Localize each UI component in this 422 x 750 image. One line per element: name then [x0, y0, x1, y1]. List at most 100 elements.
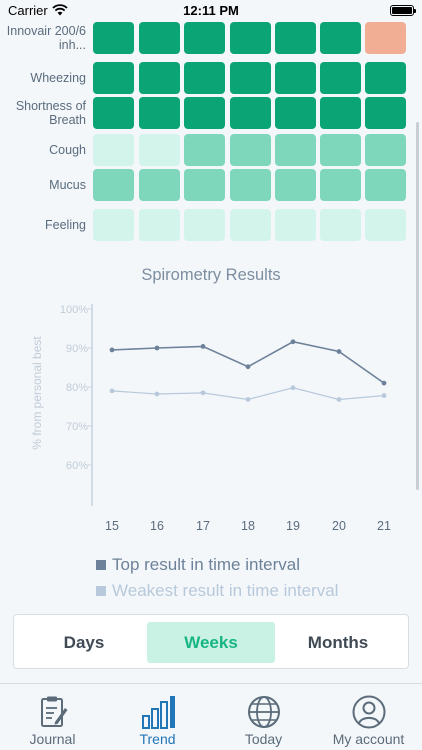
weeks-button[interactable]: Weeks [147, 622, 275, 663]
heatmap-cell[interactable] [230, 169, 271, 201]
heatmap-cell[interactable] [320, 22, 361, 54]
series-line [111, 340, 385, 384]
data-point [290, 385, 296, 391]
heatmap-cell[interactable] [139, 22, 180, 54]
y-tick-label: 90% [66, 343, 88, 355]
heatmap-row: Shortness of Breath [0, 97, 410, 129]
data-point [154, 391, 160, 397]
heatmap-cell[interactable] [230, 209, 271, 241]
y-tick-label: 80% [66, 382, 88, 394]
heatmap-cell[interactable] [184, 62, 225, 94]
days-button[interactable]: Days [63, 632, 105, 652]
heatmap-cell[interactable] [320, 209, 361, 241]
tab-my-account[interactable]: My account [316, 684, 421, 750]
heatmap-cell[interactable] [139, 97, 180, 129]
tab-today[interactable]: Today [211, 684, 316, 750]
heatmap-cell[interactable] [139, 209, 180, 241]
data-point [200, 390, 206, 396]
heatmap-cell[interactable] [184, 97, 225, 129]
heatmap-cell[interactable] [365, 134, 406, 166]
heatmap-cell[interactable] [275, 97, 316, 129]
heatmap-cell[interactable] [365, 62, 406, 94]
spirometry-chart: 100% 90% 80% 70% 60% % from personal best 15 16… [30, 304, 391, 533]
heatmap-cell[interactable] [275, 62, 316, 94]
data-point [245, 397, 251, 402]
wifi-icon [52, 4, 68, 16]
data-point [245, 364, 251, 370]
time-interval-selector: Days Weeks Months [13, 614, 409, 669]
status-bar: Carrier 12:11 PM [0, 0, 422, 22]
legend-swatch-top [96, 560, 106, 570]
heatmap-cell[interactable] [139, 134, 180, 166]
x-tick-label: 16 [150, 519, 164, 533]
legend-label-top: Top result in time interval [112, 555, 301, 574]
heatmap-cell[interactable] [184, 209, 225, 241]
tab-trend[interactable]: Trend [105, 684, 210, 750]
heatmap-cell[interactable] [365, 22, 406, 54]
heatmap-cell[interactable] [365, 209, 406, 241]
heatmap-row: Wheezing [0, 62, 410, 94]
scrollbar[interactable] [416, 122, 419, 490]
heatmap-cell[interactable] [365, 97, 406, 129]
journal-icon [41, 696, 68, 727]
x-tick-label: 20 [332, 519, 346, 533]
data-point [154, 345, 160, 351]
legend-weakest-result: Weakest result in time interval [96, 581, 338, 601]
chart-title: Spirometry Results [141, 266, 281, 284]
tab-journal[interactable]: Journal [0, 684, 105, 750]
x-tick-label: 19 [286, 519, 300, 533]
data-point [290, 339, 296, 345]
heatmap-cell[interactable] [230, 22, 271, 54]
heatmap-cell[interactable] [93, 134, 134, 166]
heatmap-row: Innovair 200/6 inh... [0, 22, 410, 54]
tab-my-account-label: My account [332, 731, 405, 747]
heatmap-cell[interactable] [93, 169, 134, 201]
heatmap-cell[interactable] [365, 169, 406, 201]
heatmap-cell[interactable] [139, 62, 180, 94]
heatmap-cell[interactable] [275, 22, 316, 54]
tab-journal-label: Journal [29, 731, 76, 747]
x-tick-label: 15 [105, 519, 119, 533]
heatmap-cell[interactable] [275, 169, 316, 201]
heatmap-row-label: Wheezing [30, 71, 86, 85]
y-tick-label: 70% [66, 421, 88, 433]
heatmap-cell[interactable] [230, 134, 271, 166]
x-tick-label: 21 [377, 519, 391, 533]
heatmap-cell[interactable] [320, 169, 361, 201]
heatmap-cell[interactable] [184, 134, 225, 166]
heatmap-row-label: Innovair 200/6 inh... [6, 24, 86, 52]
legend-top-result: Top result in time interval [96, 555, 300, 575]
heatmap-cell[interactable] [320, 62, 361, 94]
data-point [200, 344, 206, 349]
heatmap-cell[interactable] [184, 22, 225, 54]
heatmap-cell[interactable] [93, 209, 134, 241]
tab-today-label: Today [244, 731, 283, 747]
heatmap-cell[interactable] [184, 169, 225, 201]
y-tick-label: 60% [66, 460, 88, 472]
heatmap-cell[interactable] [93, 22, 134, 54]
x-tick-label: 18 [241, 519, 255, 533]
months-button[interactable]: Months [307, 632, 369, 652]
heatmap-cell[interactable] [93, 97, 134, 129]
data-point [109, 347, 115, 353]
heatmap-cell[interactable] [320, 134, 361, 166]
heatmap-cell[interactable] [275, 134, 316, 166]
heatmap-row: Feeling [0, 209, 410, 241]
heatmap-cell[interactable] [230, 62, 271, 94]
heatmap-cell[interactable] [320, 97, 361, 129]
data-point [381, 380, 387, 386]
data-point [109, 388, 115, 394]
trend-icon [142, 696, 175, 729]
legend-swatch-weakest [96, 586, 106, 596]
data-point [336, 397, 342, 402]
heatmap-cell[interactable] [93, 62, 134, 94]
globe-icon [248, 696, 280, 728]
heatmap-cell[interactable] [275, 209, 316, 241]
heatmap-cell[interactable] [230, 97, 271, 129]
y-axis-label: % from personal best [30, 336, 44, 450]
tab-bar: Journal Trend Today My account [0, 683, 422, 750]
x-tick-label: 17 [196, 519, 210, 533]
legend-label-weakest: Weakest result in time interval [112, 581, 339, 600]
heatmap-cell[interactable] [139, 169, 180, 201]
battery-icon [390, 5, 416, 16]
